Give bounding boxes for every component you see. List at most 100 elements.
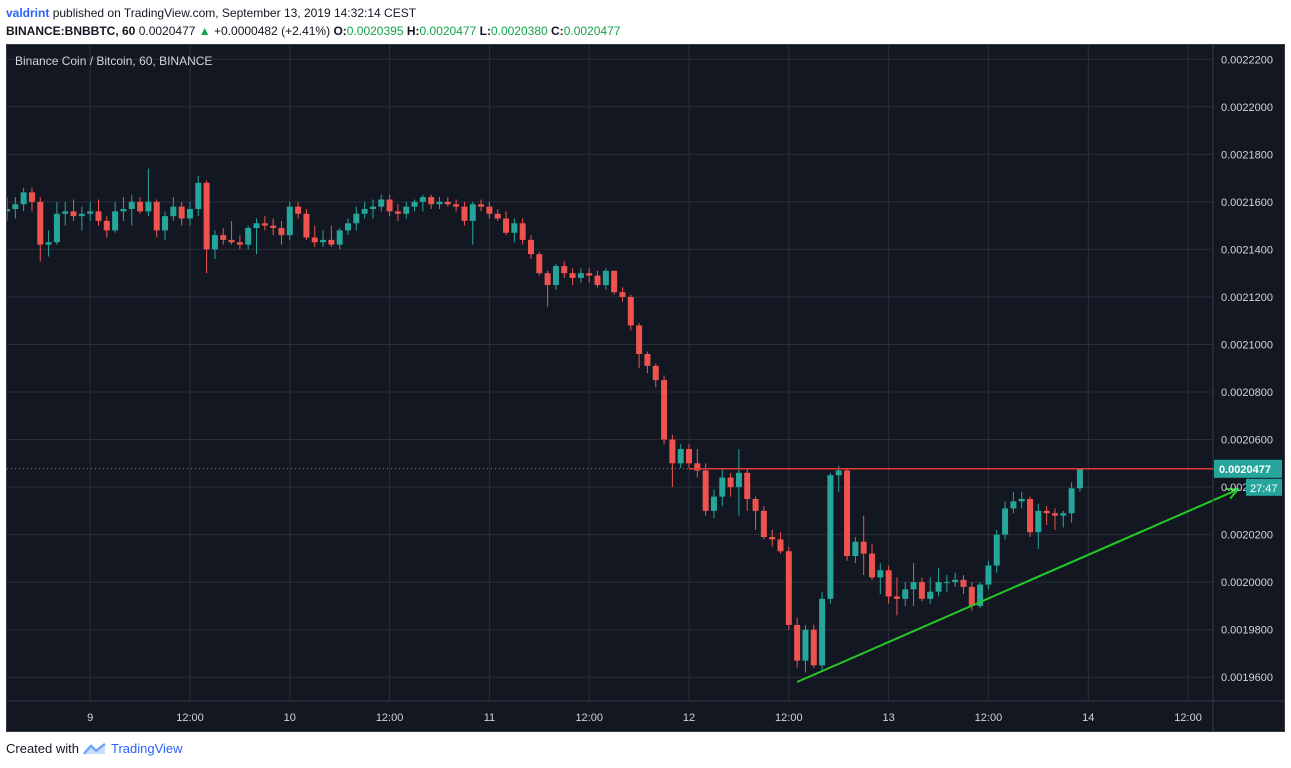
- support-arrow-icon: [1225, 488, 1241, 500]
- candle-body: [586, 273, 593, 276]
- candle-body: [927, 591, 934, 599]
- candle-body: [960, 579, 967, 587]
- candle-body: [727, 477, 734, 488]
- y-tick-label: 0.0020800: [1221, 387, 1273, 399]
- candle-body: [885, 570, 892, 597]
- candle-body: [286, 206, 293, 236]
- candle-body: [7, 209, 10, 212]
- candle-body: [619, 292, 626, 297]
- candle-body: [1010, 501, 1017, 509]
- candle-body: [145, 201, 152, 212]
- candle-body: [627, 296, 634, 326]
- candle-body: [968, 586, 975, 606]
- y-tick-label: 0.0022200: [1221, 54, 1273, 66]
- candle-body: [245, 228, 252, 245]
- y-tick-label: 0.0020200: [1221, 530, 1273, 542]
- candle-body: [28, 192, 35, 202]
- candle-body: [893, 596, 900, 599]
- candle-body: [1027, 498, 1034, 533]
- candle-body: [760, 510, 767, 537]
- x-tick-label: 9: [87, 712, 93, 724]
- y-tick-label: 0.0021800: [1221, 149, 1273, 161]
- candle-body: [12, 204, 19, 209]
- x-tick-label: 10: [284, 712, 296, 724]
- candle-body: [577, 273, 584, 278]
- chart-title: Binance Coin / Bitcoin, 60, BINANCE: [15, 54, 212, 68]
- candle-body: [178, 206, 185, 219]
- candle-body: [428, 197, 435, 205]
- candle-body: [677, 449, 684, 464]
- countdown-badge: [1246, 478, 1282, 496]
- candle-body: [835, 470, 842, 476]
- candle-body: [785, 551, 792, 625]
- candle-body: [453, 204, 460, 207]
- candle-body: [436, 201, 443, 205]
- candle-body: [137, 201, 144, 212]
- candle-body: [303, 213, 310, 238]
- candle-body: [320, 239, 327, 243]
- candle-body: [486, 206, 493, 214]
- candle-body: [419, 197, 426, 202]
- candle-body: [278, 228, 285, 236]
- open-label: O:: [333, 24, 347, 38]
- candle-body: [186, 209, 193, 219]
- x-tick-label: 11: [484, 712, 495, 724]
- candle-body: [270, 225, 277, 229]
- candle-body: [1018, 498, 1025, 502]
- tradingview-brand[interactable]: TradingView: [110, 741, 183, 756]
- candle-body: [153, 201, 160, 231]
- candle-body: [195, 182, 202, 209]
- candle-body: [70, 211, 77, 217]
- candle-body: [910, 582, 917, 590]
- candle-body: [1060, 513, 1067, 516]
- candle-body: [977, 584, 984, 606]
- candlestick-chart[interactable]: 0.0019600 0.0019800 0.0020000 0.0020200 0.00…: [7, 45, 1284, 731]
- candle-body: [1002, 508, 1009, 535]
- candle-body: [311, 237, 318, 243]
- candle-body: [636, 325, 643, 354]
- x-tick-label: 12:00: [1174, 712, 1202, 724]
- candle-body: [236, 242, 243, 245]
- candle-body: [827, 475, 834, 599]
- candle-body: [594, 275, 601, 286]
- annotations: [7, 463, 1241, 683]
- ohlc-line: BINANCE:BNBBTC, 60 0.0020477 ▲ +0.000048…: [6, 22, 1285, 40]
- author-link[interactable]: valdrint: [6, 6, 50, 20]
- candle-body: [544, 273, 551, 286]
- last-price-badge-label: 0.0020477: [1219, 464, 1271, 476]
- candle-body: [527, 239, 534, 255]
- candle-body: [943, 582, 950, 584]
- candle-body: [53, 213, 60, 243]
- candle-body: [802, 629, 809, 661]
- candle-body: [710, 496, 717, 511]
- candle-body: [844, 470, 851, 557]
- chart-frame[interactable]: 0.0019600 0.0019800 0.0020000 0.0020200 0.00…: [6, 44, 1285, 732]
- x-tick-label: 12:00: [775, 712, 803, 724]
- candle-body: [985, 565, 992, 585]
- last-price: 0.0020477: [138, 24, 196, 38]
- chart-header: valdrint published on TradingView.com, S…: [6, 4, 1285, 40]
- candle-body: [1043, 510, 1050, 514]
- x-tick-label: 14: [1082, 712, 1094, 724]
- high-label: H:: [406, 24, 420, 38]
- candle-body: [328, 239, 335, 245]
- y-tick-label: 0.0019600: [1221, 672, 1273, 684]
- candle-body: [336, 230, 343, 245]
- candle-body: [611, 270, 618, 293]
- candle-body: [569, 273, 576, 278]
- candle-body: [261, 223, 268, 226]
- candle-body: [45, 242, 52, 245]
- candle-body: [536, 254, 543, 274]
- candle-body: [444, 201, 451, 205]
- candle-body: [694, 463, 701, 471]
- tradingview-logo-icon: [83, 742, 106, 755]
- candle-body: [744, 472, 751, 499]
- candle-body: [868, 553, 875, 578]
- candle-body: [353, 213, 360, 224]
- candle-body: [78, 213, 85, 217]
- candle-body: [253, 223, 260, 229]
- candle-body: [378, 199, 385, 207]
- y-tick-label: 0.0020600: [1221, 435, 1273, 447]
- candle-body: [644, 353, 651, 366]
- y-tick-label: 0.0022000: [1221, 102, 1273, 114]
